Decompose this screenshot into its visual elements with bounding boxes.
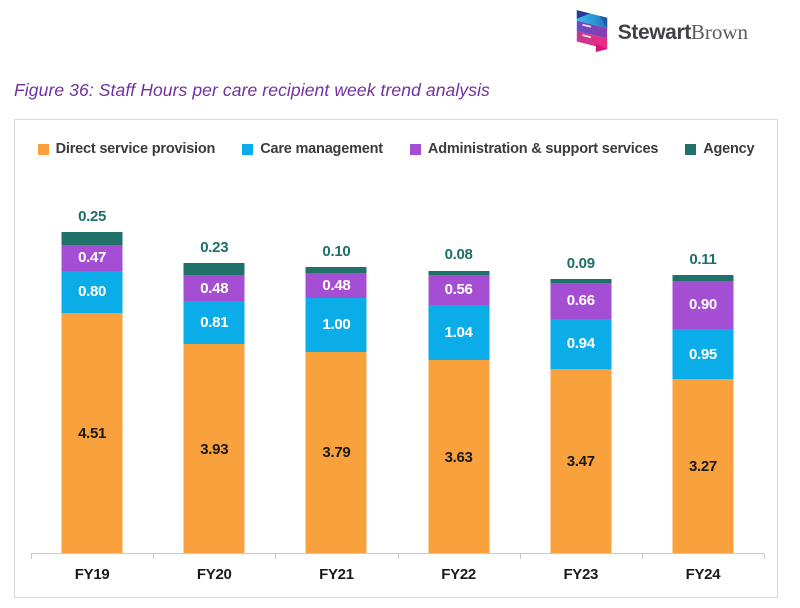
stewartbrown-logo-icon xyxy=(576,10,607,52)
x-axis-category-label: FY19 xyxy=(74,566,110,583)
chart-legend: Direct service provision Care management A… xyxy=(15,141,777,157)
segment-value-label: 0.48 xyxy=(322,276,351,294)
segment-value-label: 3.63 xyxy=(444,448,473,466)
bar-segment: 0.48 xyxy=(183,275,245,301)
legend-item: Direct service provision xyxy=(37,141,216,157)
segment-value-label: 0.90 xyxy=(688,296,717,314)
bar-segment: 3.93 xyxy=(183,344,245,554)
x-axis-tick xyxy=(641,554,643,559)
bar-segment: 3.47 xyxy=(550,368,612,554)
above-bar-value-label: 0.11 xyxy=(689,250,717,268)
segment-value-label: 3.47 xyxy=(566,452,595,470)
bar-segment: 0.66 xyxy=(550,283,612,319)
logo-text: StewartBrown xyxy=(617,19,748,44)
segment-value-label: 0.94 xyxy=(566,335,595,353)
bar-segment xyxy=(61,232,123,246)
x-axis-category-label: FY21 xyxy=(319,566,354,583)
stacked-bar: 3.79 1.00 0.48 xyxy=(305,267,367,554)
plot-area: 0.25 4.51 0.80 0.47 FY19 0.23 3.93 0.81 0.48 FY20… xyxy=(31,208,764,583)
legend-label: Administration & support services xyxy=(427,141,659,157)
figure-title: Figure 36: Staff Hours per care recipien… xyxy=(14,80,490,100)
legend-item: Care management xyxy=(242,141,383,157)
legend-label: Care management xyxy=(260,141,383,157)
segment-value-label: 1.04 xyxy=(444,323,473,341)
segment-value-label: 0.47 xyxy=(78,249,107,267)
logo-text-stewart: Stewart xyxy=(617,20,691,44)
x-axis-tick xyxy=(397,554,399,559)
legend-swatch xyxy=(37,143,49,155)
segment-value-label: 0.66 xyxy=(566,292,595,310)
segment-value-label: 0.81 xyxy=(200,313,229,331)
bar-segment: 4.51 xyxy=(61,313,123,554)
segment-value-label: 3.93 xyxy=(200,440,229,458)
legend-label: Direct service provision xyxy=(55,141,216,157)
segment-value-label: 0.95 xyxy=(688,345,717,363)
bar-segment: 0.56 xyxy=(428,274,490,305)
bar-column: 0.09 3.47 0.94 0.66 FY23 xyxy=(520,209,642,583)
bar-segment xyxy=(550,278,612,284)
bar-segment xyxy=(305,267,367,273)
bar-segment xyxy=(183,262,245,276)
legend-swatch xyxy=(685,143,697,155)
above-bar-value-label: 0.23 xyxy=(200,239,229,256)
legend-swatch xyxy=(409,143,421,155)
bar-column: 0.11 3.27 0.95 0.90 FY24 xyxy=(642,209,764,583)
stacked-bar: 3.93 0.81 0.48 xyxy=(183,262,245,554)
above-bar-value-label: 0.10 xyxy=(322,243,351,261)
above-bar-value-label: 0.09 xyxy=(566,254,595,272)
stacked-bar: 3.63 1.04 0.56 xyxy=(428,270,490,554)
x-axis-line xyxy=(31,553,765,559)
bar-column: 0.10 3.79 1.00 0.48 FY21 xyxy=(275,209,397,583)
bar-segment: 0.90 xyxy=(672,280,734,329)
legend-item: Agency xyxy=(685,141,755,157)
segment-value-label: 4.51 xyxy=(78,425,107,443)
bar-segment: 1.04 xyxy=(428,304,490,361)
segment-value-label: 0.56 xyxy=(444,281,473,299)
bar-segment: 0.95 xyxy=(672,328,734,380)
x-axis-tick xyxy=(519,554,521,559)
bar-column: 0.08 3.63 1.04 0.56 FY22 xyxy=(398,209,520,583)
segment-value-label: 3.79 xyxy=(322,444,351,462)
x-axis-category-label: FY22 xyxy=(441,566,476,583)
x-axis-category-label: FY24 xyxy=(685,566,721,583)
segment-value-label: 0.48 xyxy=(200,279,229,297)
bar-segment: 0.94 xyxy=(550,318,612,369)
segment-value-label: 1.00 xyxy=(322,316,351,334)
segment-value-label: 3.27 xyxy=(688,458,717,476)
bar-segment xyxy=(672,274,734,281)
legend-item: Administration & support services xyxy=(409,141,659,157)
bar-segment: 3.79 xyxy=(305,351,367,554)
bar-segment: 0.47 xyxy=(61,245,123,271)
stacked-bar: 4.51 0.80 0.47 xyxy=(61,232,123,554)
logo: StewartBrown xyxy=(573,10,748,54)
above-bar-value-label: 0.25 xyxy=(78,208,107,225)
bar-segment: 3.27 xyxy=(672,379,734,554)
stacked-bar: 3.27 0.95 0.90 xyxy=(672,274,734,554)
chart-container: Direct service provision Care management A… xyxy=(14,119,778,598)
x-axis-tick xyxy=(275,554,277,559)
stacked-bar: 3.47 0.94 0.66 xyxy=(550,278,612,554)
legend-label: Agency xyxy=(703,141,755,157)
bar-segment: 0.81 xyxy=(183,300,245,345)
bar-segment: 1.00 xyxy=(305,298,367,352)
bar-segment xyxy=(428,270,490,275)
x-axis-category-label: FY23 xyxy=(563,566,599,583)
x-axis-tick xyxy=(31,554,32,559)
x-axis-tick xyxy=(153,554,155,559)
segment-value-label: 0.80 xyxy=(78,283,107,301)
bar-column: 0.25 4.51 0.80 0.47 FY19 xyxy=(31,208,153,583)
x-axis-tick xyxy=(764,554,765,559)
logo-text-brown: Brown xyxy=(690,19,748,44)
bar-segment: 3.63 xyxy=(428,360,490,554)
bar-column: 0.23 3.93 0.81 0.48 FY20 xyxy=(153,209,275,583)
bar-segment: 0.48 xyxy=(305,272,367,299)
above-bar-value-label: 0.08 xyxy=(444,246,473,264)
bar-segment: 0.80 xyxy=(61,270,123,314)
x-axis-category-label: FY20 xyxy=(196,566,232,583)
legend-swatch xyxy=(242,143,254,155)
